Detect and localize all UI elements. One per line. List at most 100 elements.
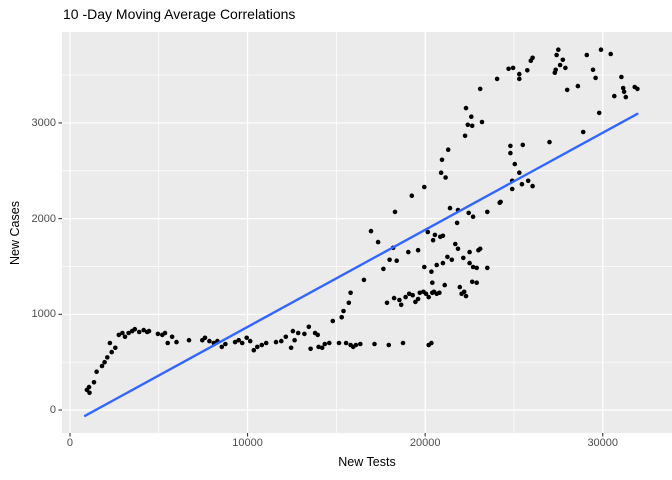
data-point <box>236 337 241 343</box>
y-tick-label: 3000 <box>31 116 56 129</box>
data-point <box>109 349 114 355</box>
data-point <box>467 249 472 255</box>
data-point <box>432 232 438 238</box>
data-point <box>232 339 238 345</box>
data-point <box>91 380 97 385</box>
data-point <box>463 293 469 299</box>
data-point <box>292 337 297 343</box>
data-point <box>330 318 336 324</box>
data-point <box>409 193 415 198</box>
data-point <box>239 340 245 346</box>
data-point <box>315 332 321 338</box>
data-point <box>612 93 617 99</box>
data-point <box>308 346 313 352</box>
data-point <box>126 330 131 336</box>
data-point <box>105 355 110 360</box>
data-point <box>146 328 152 334</box>
data-point <box>417 290 423 296</box>
data-point <box>223 341 228 347</box>
data-point <box>397 297 402 303</box>
data-point <box>422 264 427 270</box>
data-point <box>384 300 390 306</box>
data-point <box>552 70 558 75</box>
data-point <box>575 83 581 89</box>
data-point <box>392 209 398 215</box>
data-point <box>429 340 434 346</box>
data-point <box>346 300 352 306</box>
data-point <box>525 68 530 73</box>
data-point <box>244 335 249 341</box>
data-point <box>528 58 534 63</box>
data-point <box>316 344 321 350</box>
data-point <box>132 326 138 332</box>
data-point <box>439 157 445 163</box>
data-point <box>461 289 467 295</box>
data-point <box>619 74 624 80</box>
data-point <box>410 292 416 298</box>
data-point <box>406 249 411 255</box>
data-point <box>467 260 472 266</box>
data-point <box>621 89 627 95</box>
data-point <box>474 280 480 286</box>
data-point <box>494 76 500 82</box>
data-point <box>122 334 128 340</box>
data-point <box>437 290 442 296</box>
data-point <box>449 257 455 263</box>
data-point <box>608 51 613 57</box>
data-point <box>290 328 296 334</box>
data-point <box>485 265 490 271</box>
y-tick-label: 2000 <box>31 212 56 225</box>
chart-title: 10 -Day Moving Average Correlations <box>63 6 296 22</box>
data-point <box>580 129 586 135</box>
x-axis-title: New Tests <box>338 455 396 469</box>
data-point <box>635 86 640 92</box>
data-point <box>469 279 475 285</box>
data-point <box>530 183 535 189</box>
data-point <box>466 210 472 216</box>
data-point <box>336 340 342 346</box>
data-point <box>510 65 516 71</box>
data-point <box>517 76 522 82</box>
data-point <box>620 85 626 91</box>
data-point <box>327 340 332 346</box>
data-point <box>563 65 568 71</box>
data-point <box>474 265 480 271</box>
data-point <box>438 170 444 175</box>
data-point <box>394 258 400 264</box>
data-point <box>430 280 435 286</box>
data-point <box>295 330 301 336</box>
data-point <box>596 110 602 116</box>
data-point <box>162 330 168 336</box>
data-point <box>509 186 515 192</box>
data-point <box>477 86 483 92</box>
x-tick-label: 10000 <box>232 437 263 449</box>
data-point <box>259 342 265 348</box>
data-point <box>254 344 260 350</box>
data-point <box>426 294 432 300</box>
data-point <box>343 340 349 346</box>
data-point <box>319 345 325 351</box>
y-axis-title: New Cases <box>8 201 22 265</box>
data-point <box>461 255 466 261</box>
data-point <box>520 142 526 148</box>
data-point <box>288 345 294 351</box>
data-point <box>440 233 446 239</box>
x-tick-label: 30000 <box>587 437 619 449</box>
data-point <box>556 47 561 52</box>
data-point <box>443 175 448 180</box>
plot-panel <box>62 32 672 433</box>
data-point <box>116 332 122 338</box>
data-point <box>186 337 192 343</box>
x-tick-label: 0 <box>66 437 74 449</box>
data-point <box>283 334 289 340</box>
data-point <box>141 327 146 333</box>
data-point <box>470 214 476 219</box>
data-point <box>469 123 475 129</box>
data-point <box>425 229 431 235</box>
data-point <box>169 334 175 340</box>
data-point <box>469 114 474 119</box>
data-point <box>113 345 118 351</box>
data-point <box>207 338 212 344</box>
